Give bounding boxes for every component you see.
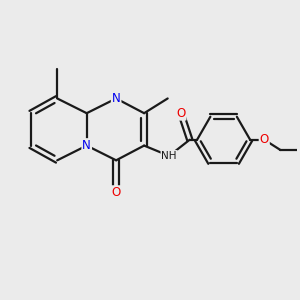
Text: NH: NH bbox=[161, 151, 177, 161]
Text: N: N bbox=[82, 139, 91, 152]
Text: O: O bbox=[176, 107, 185, 120]
Text: O: O bbox=[112, 186, 121, 199]
Text: O: O bbox=[260, 133, 269, 146]
Text: N: N bbox=[112, 92, 121, 105]
